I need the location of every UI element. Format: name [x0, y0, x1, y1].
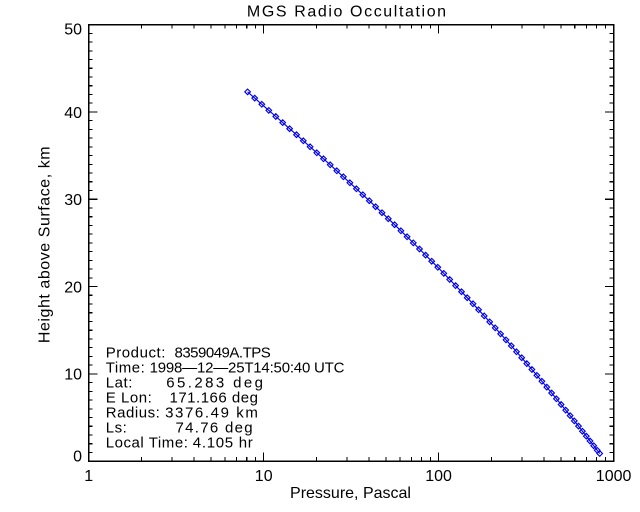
svg-text:10: 10 — [64, 367, 82, 384]
svg-text:8359049A.TPS: 8359049A.TPS — [175, 345, 271, 362]
svg-text:1998—12—25T14:50:40 UTC: 1998—12—25T14:50:40 UTC — [150, 360, 345, 377]
svg-text:10: 10 — [255, 468, 273, 485]
svg-text:20: 20 — [64, 279, 82, 296]
svg-text:E Lon:: E Lon: — [106, 389, 153, 406]
svg-text:Time:: Time: — [106, 360, 146, 377]
svg-text:30: 30 — [64, 192, 82, 209]
svg-text:Lat:: Lat: — [106, 374, 133, 391]
svg-text:Product:: Product: — [106, 345, 166, 362]
svg-text:50: 50 — [64, 21, 82, 38]
svg-text:0: 0 — [73, 449, 82, 466]
svg-text:100: 100 — [425, 468, 452, 485]
svg-text:74.76 deg: 74.76 deg — [176, 419, 254, 436]
svg-text:MGS Radio Occultation: MGS Radio Occultation — [247, 3, 448, 20]
svg-text:1: 1 — [84, 468, 93, 485]
svg-text:171.166 deg: 171.166 deg — [170, 389, 259, 406]
svg-text:Pressure, Pascal: Pressure, Pascal — [290, 485, 411, 502]
svg-text:65.283 deg: 65.283 deg — [166, 374, 265, 391]
svg-text:Radius:: Radius: — [106, 404, 161, 421]
svg-text:Local Time:: Local Time: — [106, 434, 189, 451]
svg-text:Ls:: Ls: — [106, 419, 128, 436]
svg-text:1000: 1000 — [596, 468, 632, 485]
svg-text:40: 40 — [64, 105, 82, 122]
svg-text:4.105 hr: 4.105 hr — [193, 434, 254, 451]
svg-text:3376.49 km: 3376.49 km — [165, 404, 259, 421]
svg-text:Height above Surface, km: Height above Surface, km — [37, 146, 54, 343]
